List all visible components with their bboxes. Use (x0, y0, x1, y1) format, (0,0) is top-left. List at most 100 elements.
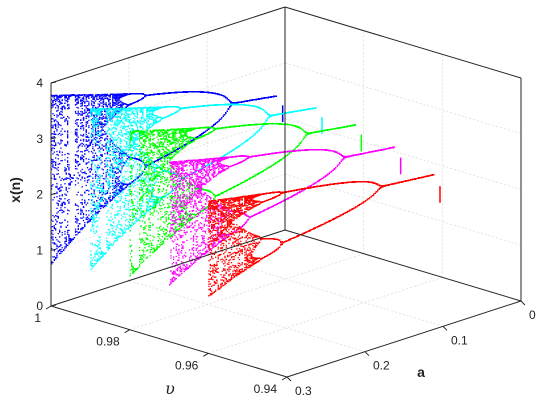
data-point (54, 256, 55, 257)
data-point (56, 110, 57, 111)
data-point (106, 201, 107, 202)
data-point (62, 100, 63, 101)
data-point (80, 120, 81, 121)
data-point (98, 148, 99, 149)
data-point (177, 92, 178, 93)
data-point (102, 175, 103, 176)
data-point (82, 202, 83, 203)
data-point (52, 147, 53, 148)
data-point (119, 180, 120, 181)
data-point (75, 131, 76, 132)
data-point (99, 138, 100, 139)
data-point (143, 93, 144, 94)
data-point (78, 100, 79, 101)
data-point (100, 98, 101, 99)
data-point (99, 167, 100, 168)
data-point (98, 211, 99, 212)
data-point (52, 125, 53, 126)
data-point (102, 162, 103, 163)
data-point (55, 144, 56, 145)
data-point (103, 200, 104, 201)
data-point (66, 238, 67, 239)
data-point (56, 213, 57, 214)
data-point (64, 119, 65, 120)
data-point (96, 96, 97, 97)
data-point (64, 121, 65, 122)
data-point (52, 140, 53, 141)
data-point (106, 96, 107, 97)
data-point (56, 100, 57, 101)
data-point (94, 157, 95, 158)
data-point (125, 107, 126, 108)
data-point (104, 140, 105, 141)
data-point (56, 253, 57, 254)
data-point (76, 168, 77, 169)
data-point (103, 207, 104, 208)
data-point (76, 231, 77, 232)
data-point (90, 171, 91, 172)
data-point (120, 172, 121, 173)
data-point (99, 211, 100, 212)
data-point (87, 114, 88, 115)
data-point (155, 94, 156, 95)
data-point (87, 219, 88, 220)
data-point (83, 98, 84, 99)
data-point (54, 124, 55, 125)
data-point (70, 184, 71, 185)
data-point (121, 94, 122, 95)
data-point (104, 95, 105, 96)
data-point (66, 177, 67, 178)
data-point (104, 134, 105, 135)
data-point (79, 223, 80, 224)
data-point (103, 124, 104, 125)
data-point (116, 94, 117, 95)
data-point (67, 143, 68, 144)
data-point (71, 240, 72, 241)
data-point (119, 102, 120, 103)
data-point (68, 95, 69, 96)
data-point (177, 148, 178, 149)
data-point (148, 95, 149, 96)
data-point (139, 93, 140, 94)
data-point (104, 178, 105, 179)
data-point (84, 145, 85, 146)
data-point (99, 147, 100, 148)
data-point (76, 194, 77, 195)
data-point (100, 100, 101, 101)
data-point (88, 210, 89, 211)
data-point (71, 94, 72, 95)
data-point (64, 241, 65, 242)
data-point (60, 142, 61, 143)
data-point (103, 173, 104, 174)
data-point (120, 105, 121, 106)
data-point (86, 105, 87, 106)
data-point (118, 103, 119, 104)
data-point (52, 105, 53, 106)
data-point (120, 101, 121, 102)
data-point (58, 173, 59, 174)
data-point (92, 99, 93, 100)
data-point (115, 94, 116, 95)
data-point (108, 198, 109, 199)
data-point (98, 128, 99, 129)
data-point (90, 219, 91, 220)
data-point (78, 161, 79, 162)
data-point (60, 160, 61, 161)
data-point (82, 204, 83, 205)
data-point (103, 99, 104, 100)
data-point (75, 139, 76, 140)
data-point (108, 99, 109, 100)
data-point (92, 101, 93, 102)
data-point (88, 140, 89, 141)
data-point (167, 154, 168, 155)
data-point (121, 187, 122, 188)
data-point (135, 102, 136, 103)
data-point (70, 241, 71, 242)
data-point (167, 93, 168, 94)
data-point (76, 155, 77, 156)
data-point (118, 183, 119, 184)
data-point (88, 179, 89, 180)
data-point (75, 231, 76, 232)
data-point (84, 226, 85, 227)
data-point (55, 224, 56, 225)
